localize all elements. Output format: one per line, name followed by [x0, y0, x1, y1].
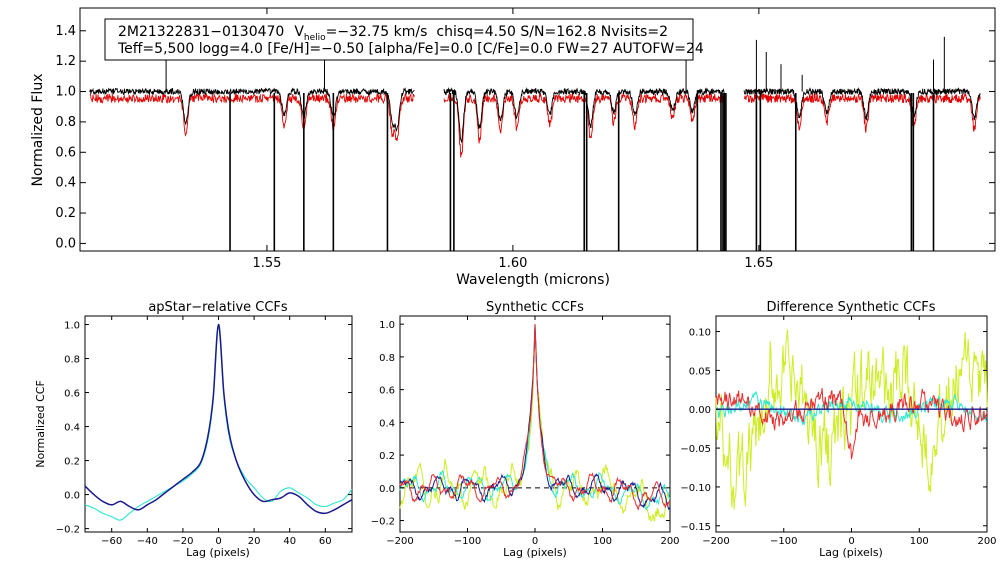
- spectrum-y-tick-label: 0.4: [55, 176, 76, 191]
- synthetic-plot-frame: [399, 315, 671, 533]
- difference-y-tick-label: −0.15: [680, 522, 711, 533]
- spectrum-y-ticks: 0.0 0.2 0.4 0.6 0.8 1.0 1.2 1.4: [55, 24, 995, 251]
- spectrum-panel: 1.55 1.60 1.65 0.0 0.2 0.4 0.6 0.8 1.0 1.2 1.4 2M…: [30, 7, 996, 288]
- synthetic-ccf-line-blue: [399, 324, 671, 510]
- difference-ccf-panel: −200 −100 0 100 200 −0.15 −0.10 −0.05 0.00 0.05 0…: [680, 300, 996, 559]
- observed-spectrum-line: [443, 87, 725, 144]
- synthetic-y-tick-label: 0.8: [379, 353, 395, 364]
- annotation-object-id: 2M21322831−0130470: [118, 24, 284, 40]
- synthetic-y-tick-label: 0.0: [379, 484, 395, 495]
- difference-x-tick-label: 200: [977, 536, 996, 547]
- spectrum-x-tick-label: 1.60: [498, 256, 527, 271]
- observed-spectrum-line: [89, 87, 415, 133]
- spectrum-y-tick-label: 0.6: [55, 145, 76, 160]
- apstar-x-tick-label: 0: [215, 536, 221, 547]
- synthetic-x-ticks: −200 −100 0 100 200: [386, 316, 680, 547]
- synthetic-x-tick-label: −100: [454, 536, 481, 547]
- spectrum-y-tick-label: 1.2: [55, 54, 76, 69]
- annotation-vhelio-prefix: V: [294, 24, 304, 40]
- apstar-series-group: [84, 323, 353, 521]
- difference-ccf-line-red: [715, 388, 988, 460]
- synthetic-ccf-panel: −200 −100 0 100 200 −0.2 0.0 0.2 0.4 0.6 0.8 1.0 S…: [371, 300, 680, 559]
- synthetic-title: Synthetic CCFs: [486, 300, 584, 315]
- annotation-line-2: Teff=5,500 logg=4.0 [Fe/H]=−0.50 [alpha/…: [117, 41, 704, 57]
- model-spectrum-line: [89, 92, 415, 141]
- apstar-x-ticks: −60 −40 −20 0 20 40 60: [101, 316, 332, 547]
- annotation-vhelio-value: =−32.75 km/s: [326, 24, 428, 40]
- apstar-ccf-line-1: [84, 326, 353, 521]
- model-spectrum-line: [743, 92, 981, 133]
- difference-y-ticks: −0.15 −0.10 −0.05 0.00 0.05 0.10: [680, 328, 987, 533]
- synthetic-ccf-line-red: [399, 324, 671, 511]
- synthetic-x-tick-label: −200: [386, 536, 413, 547]
- apstar-y-tick-label: 0.8: [64, 355, 80, 366]
- apstar-ccf-line-2: [84, 323, 353, 515]
- difference-x-label: Lag (pixels): [819, 546, 883, 559]
- apstar-x-tick-label: −20: [172, 536, 193, 547]
- apstar-y-tick-label: 0.4: [64, 423, 80, 434]
- spectrum-y-label: Normalized Flux: [30, 74, 46, 187]
- difference-y-tick-label: 0.10: [689, 328, 711, 339]
- apstar-x-tick-label: −40: [137, 536, 158, 547]
- synthetic-y-tick-label: 1.0: [379, 320, 395, 331]
- apstar-x-label: Lag (pixels): [186, 546, 250, 559]
- apstar-y-tick-label: 0.0: [64, 491, 80, 502]
- apstar-y-label: Normalized CCF: [34, 380, 47, 468]
- difference-y-tick-label: −0.05: [680, 444, 711, 455]
- spectrum-plot-frame: [79, 7, 996, 252]
- apstar-x-tick-label: −60: [101, 536, 122, 547]
- difference-ccf-line-yellow: [715, 329, 988, 510]
- synthetic-x-tick-label: 200: [660, 536, 679, 547]
- difference-y-tick-label: −0.10: [680, 483, 711, 494]
- apstar-x-tick-label: 40: [283, 536, 296, 547]
- difference-y-tick-label: 0.05: [689, 366, 711, 377]
- spectrum-y-tick-label: 0.2: [55, 206, 76, 221]
- synthetic-x-tick-label: 0: [532, 536, 538, 547]
- synthetic-y-tick-label: −0.2: [371, 517, 395, 528]
- spectrum-x-tick-label: 1.55: [252, 256, 281, 271]
- spectrum-y-tick-label: 1.0: [55, 85, 76, 100]
- difference-x-tick-label: 100: [910, 536, 929, 547]
- synthetic-series-group: [399, 324, 671, 522]
- difference-x-tick-label: 0: [848, 536, 854, 547]
- apstar-x-tick-label: 20: [248, 536, 261, 547]
- spectrum-annotation-box: [104, 18, 694, 61]
- difference-title: Difference Synthetic CCFs: [766, 300, 935, 315]
- observed-spectrum-line: [743, 87, 981, 121]
- spectrum-series-group: [89, 20, 981, 251]
- spectrum-x-label: Wavelength (microns): [456, 272, 610, 288]
- synthetic-y-ticks: −0.2 0.0 0.2 0.4 0.6 0.8 1.0: [371, 320, 670, 528]
- apstar-y-ticks: −0.2 0.0 0.2 0.4 0.6 0.8 1.0: [56, 321, 352, 536]
- apstar-y-tick-label: −0.2: [56, 525, 80, 536]
- difference-x-tick-label: −100: [770, 536, 797, 547]
- synthetic-ccf-line-cyan: [399, 324, 671, 511]
- synthetic-y-tick-label: 0.6: [379, 386, 395, 397]
- spectrum-x-tick-label: 1.65: [744, 256, 773, 271]
- difference-x-tick-label: −200: [702, 536, 729, 547]
- spectrum-y-tick-label: 1.4: [55, 24, 76, 39]
- apstar-y-tick-label: 0.6: [64, 389, 80, 400]
- annotation-vhelio-sub: helio: [304, 33, 326, 43]
- difference-y-tick-label: 0.00: [689, 405, 711, 416]
- synthetic-y-tick-label: 0.4: [379, 418, 395, 429]
- apstar-title: apStar−relative CCFs: [148, 300, 288, 315]
- spectrum-y-tick-label: 0.0: [55, 236, 76, 251]
- apstar-y-tick-label: 1.0: [64, 321, 80, 332]
- apstar-x-tick-label: 60: [319, 536, 332, 547]
- synthetic-x-tick-label: 100: [593, 536, 612, 547]
- apstar-ccf-panel: −60 −40 −20 0 20 40 60 −0.20.00.20.40.60.81.0 …: [34, 300, 353, 559]
- spectrum-y-tick-label: 0.8: [55, 115, 76, 130]
- apstar-y-tick-label: 0.2: [64, 457, 80, 468]
- synthetic-y-tick-label: 0.2: [379, 451, 395, 462]
- difference-series-group: [715, 329, 988, 510]
- annotation-line-1-rest: chisq=4.50 S/N=162.8 Nvisits=2: [436, 24, 668, 40]
- annotation-line-1: 2M21322831−0130470 Vhelio=−32.75 km/s chis…: [118, 24, 668, 43]
- difference-x-ticks: −200 −100 0 100 200: [702, 316, 997, 547]
- spectrum-x-ticks: 1.55 1.60 1.65: [252, 8, 773, 271]
- apstar-plot-frame: [84, 315, 353, 533]
- synthetic-x-label: Lag (pixels): [503, 546, 567, 559]
